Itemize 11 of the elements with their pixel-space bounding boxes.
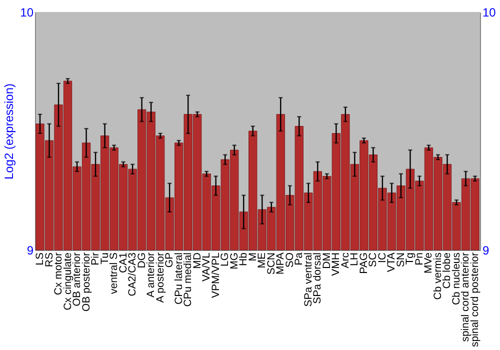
x-tick-label: RS <box>43 252 56 268</box>
x-tick-label: GP <box>164 252 176 268</box>
x-tick-label: Cx cingulate <box>62 252 74 310</box>
x-tick-label: spinal cord posterior <box>469 252 481 348</box>
y-axis-title: Log2 (expression) <box>2 83 16 180</box>
x-tick-label: LS <box>34 252 46 266</box>
y2-tick-label: 9 <box>482 244 490 258</box>
x-tick-label: spinal cord anterior <box>460 252 472 342</box>
x-tick-label: LG <box>219 252 232 267</box>
y2-tick-label: 10 <box>482 6 496 20</box>
x-tick-label: Tg <box>404 252 416 265</box>
